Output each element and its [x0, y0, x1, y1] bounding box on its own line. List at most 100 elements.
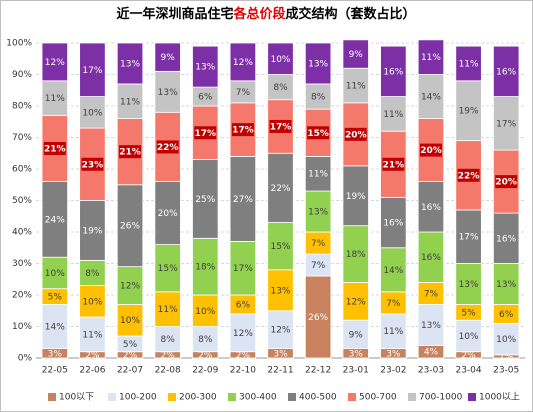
bar-segment — [154, 181, 181, 246]
x-tick-label: 22-12 — [305, 366, 331, 376]
data-label: 11% — [346, 82, 366, 92]
data-label: 7% — [424, 289, 439, 299]
label-box — [81, 157, 104, 171]
data-label: 3% — [273, 349, 288, 359]
bar-segment — [267, 42, 294, 75]
bar-segment — [192, 45, 219, 88]
data-label: 10% — [45, 269, 65, 279]
x-tick-label: 22-06 — [79, 366, 105, 376]
y-tick-label: 50% — [12, 196, 32, 206]
data-label: 14% — [45, 323, 65, 333]
bar-segment — [493, 45, 520, 97]
data-label: 5% — [123, 340, 138, 350]
y-tick-label: 0% — [18, 354, 33, 364]
data-label: 22% — [458, 171, 480, 181]
bar-segment — [79, 200, 106, 261]
x-tick-label: 23-02 — [380, 366, 406, 376]
bar-segment — [304, 42, 332, 85]
bar-segment — [417, 231, 445, 283]
legend-label: 300-400 — [239, 393, 277, 403]
bar-segment — [493, 322, 520, 356]
bar-segment — [342, 39, 369, 69]
label-box — [307, 126, 330, 140]
data-label: 10% — [459, 332, 479, 342]
label-box — [495, 175, 518, 189]
data-label: 2% — [123, 351, 138, 361]
bar-segment — [154, 42, 181, 72]
data-label: 12% — [120, 282, 140, 292]
x-tick-label: 23-03 — [418, 366, 444, 376]
data-label: 11% — [383, 110, 403, 120]
bar-segment — [116, 42, 144, 85]
bar-segment — [380, 96, 407, 132]
data-label: 16% — [383, 219, 403, 229]
bar-segment — [342, 165, 369, 227]
data-label: 23% — [82, 160, 104, 170]
data-label: 19% — [459, 107, 479, 117]
data-label: 13% — [421, 321, 441, 331]
bar-segment — [79, 42, 106, 97]
bar-segment — [380, 196, 407, 249]
bar-segment — [154, 244, 181, 293]
y-tick-label: 10% — [12, 322, 32, 332]
data-label: 4% — [424, 348, 439, 358]
data-label: 20% — [345, 130, 367, 140]
bar-segment — [417, 304, 445, 346]
y-tick-label: 20% — [12, 291, 32, 301]
data-label: 17% — [232, 126, 254, 136]
legend-label: 500-700 — [359, 393, 397, 403]
data-label: 3% — [386, 349, 401, 359]
data-label: 2% — [461, 351, 476, 361]
bar-segment — [229, 42, 257, 82]
bar-segment — [417, 181, 445, 233]
y-tick-label: 80% — [12, 102, 32, 112]
data-label: 14% — [421, 93, 441, 103]
bar-segment — [304, 190, 332, 233]
data-label: 2% — [236, 351, 251, 361]
data-label: 21% — [119, 148, 141, 158]
bar-segment — [79, 96, 106, 129]
x-tick-label: 23-01 — [343, 366, 369, 376]
x-tick-label: 23-04 — [455, 366, 481, 376]
data-label: 19% — [82, 226, 102, 236]
label-box — [419, 143, 442, 157]
data-label: 12% — [45, 58, 65, 68]
data-label: 15% — [158, 264, 178, 274]
data-label: 11% — [383, 327, 403, 337]
bar-segment — [380, 247, 407, 293]
data-label: 2% — [161, 351, 176, 361]
data-label: 7% — [311, 261, 326, 271]
legend-swatch — [288, 393, 296, 401]
data-label: 13% — [496, 280, 516, 290]
bar-segment — [342, 225, 369, 283]
data-label: 3% — [48, 349, 63, 359]
bar-segment — [304, 155, 332, 192]
data-label: 20% — [158, 209, 178, 219]
legend-swatch — [408, 393, 416, 401]
label-box — [156, 140, 179, 154]
bar-segment — [380, 45, 407, 97]
x-tick-label: 22-09 — [192, 366, 218, 376]
legend-swatch — [168, 393, 176, 401]
data-label: 7% — [311, 239, 326, 249]
bar-segment — [304, 83, 332, 110]
title-part: 近一年深圳商品住宅 — [116, 6, 233, 22]
label-box — [194, 126, 217, 140]
data-label: 11% — [45, 94, 65, 104]
data-label: 18% — [195, 263, 215, 273]
data-label: 19% — [346, 192, 366, 202]
data-label: 9% — [349, 50, 364, 60]
bar-segment — [229, 313, 257, 353]
legend-swatch — [48, 393, 56, 401]
bar-segment — [41, 42, 68, 82]
bar-segment — [116, 184, 144, 268]
data-label: 11% — [120, 97, 140, 107]
data-label: 17% — [233, 264, 253, 274]
data-label: 8% — [198, 335, 213, 345]
title-highlight: 各总价段 — [232, 6, 285, 22]
x-tick-label: 22-07 — [117, 366, 143, 376]
data-label: 13% — [195, 63, 215, 73]
data-label: 12% — [346, 297, 366, 307]
data-label: 10% — [120, 316, 140, 326]
label-box — [382, 157, 405, 171]
